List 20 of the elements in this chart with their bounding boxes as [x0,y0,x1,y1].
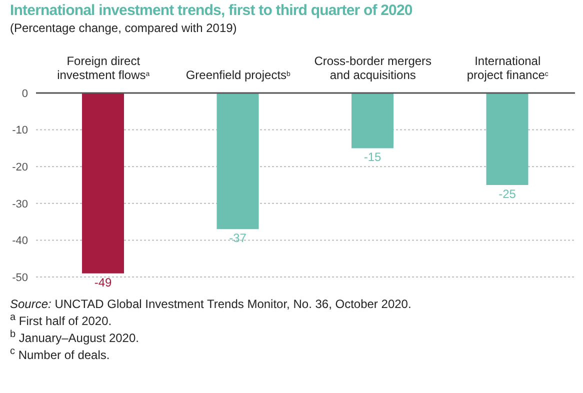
x-tick-label: Foreign direct investment flows$^{a}$ [57,54,150,82]
data-label: -25 [498,187,516,201]
text: $^{a}$ First half of 2020. [10,311,113,328]
text: $^{c}$ Number of deals. [10,345,111,362]
data-label: -37 [229,231,247,246]
chart-title: International investment trends, first to third quarter of 2020 [9,1,414,19]
chart-subtitle: (Percentage change, compared with 2019) [9,20,238,35]
y-tick-label: -20 [12,162,28,174]
y-tick-label: -50 [12,272,28,284]
x-tick-label: Greenfield projects$^{b}$ [186,68,291,82]
text: $^{b}$ January–August 2020. [10,328,140,345]
data-label: -49 [94,275,112,290]
y-tick-label: -40 [12,235,28,248]
y-tick-label: 0 [22,88,28,100]
data-label: -15 [364,150,382,164]
source-note: Source: UNCTAD Global Investment Trends Monitor, No. 36, October 2020. [10,297,412,311]
x-tick-label: International project finance$^{c}$ [466,54,549,82]
y-tick-label: -10 [12,124,28,137]
x-tick-label: Cross-border mergers and acquisitions [314,54,432,82]
y-tick-label: -30 [12,198,28,210]
